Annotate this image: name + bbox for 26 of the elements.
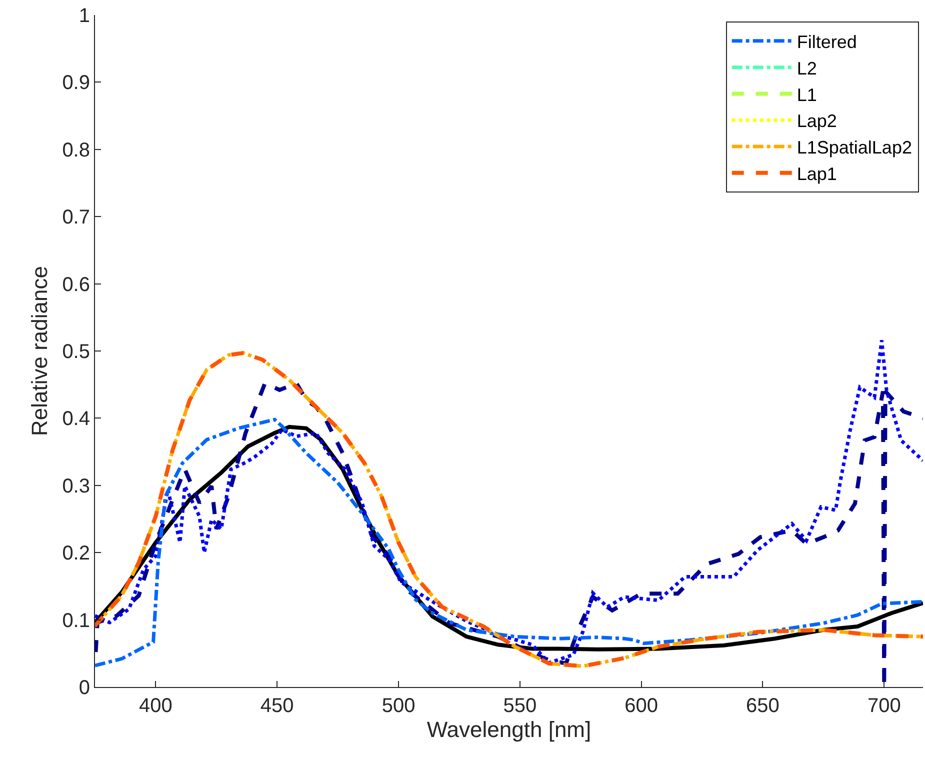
y-tick-label: 0.6	[62, 274, 90, 296]
y-tick-label: 0.5	[62, 341, 90, 363]
x-tick-label: 650	[746, 695, 780, 717]
x-tick-label: 400	[139, 695, 172, 717]
y-tick-label: 0.9	[62, 72, 90, 94]
y-tick-label: 1	[78, 5, 90, 27]
x-axis-title: Wavelength [nm]	[426, 717, 592, 742]
y-tick-label: 0.1	[62, 610, 90, 632]
legend-label: L1SpatialLap2	[796, 138, 912, 158]
y-tick-label: 0.3	[62, 475, 90, 498]
y-tick-label: 0	[78, 677, 90, 699]
x-tick-label: 700	[867, 695, 901, 717]
x-tick-label: 500	[382, 695, 416, 717]
y-tick-label: 0.7	[62, 206, 90, 229]
legend-label: Lap1	[796, 164, 837, 184]
y-tick-label: 0.4	[62, 408, 90, 430]
legend-label: Filtered	[796, 32, 857, 52]
x-tick-label: 450	[260, 695, 294, 717]
y-tick-label: 0.8	[62, 139, 90, 162]
x-tick-label: 550	[503, 695, 537, 717]
y-tick-label: 0.2	[62, 542, 90, 565]
x-tick-label: 600	[624, 695, 658, 717]
legend-label: L2	[796, 58, 817, 78]
legend-label: Lap2	[796, 111, 837, 132]
legend-label: L1	[796, 84, 817, 105]
y-axis-title: Relative radiance	[26, 266, 52, 436]
